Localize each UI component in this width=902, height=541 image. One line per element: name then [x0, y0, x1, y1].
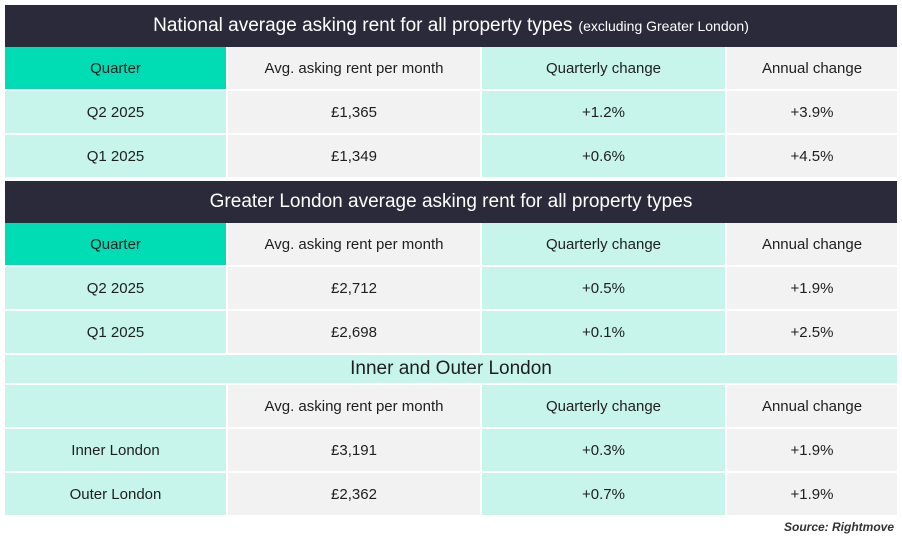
- cell-quarterly-change: +0.3%: [482, 429, 727, 473]
- header-area: [5, 385, 228, 429]
- national-title-suffix: (excluding Greater London): [578, 18, 749, 34]
- cell-area: Inner London: [5, 429, 228, 473]
- cell-annual-change: +3.9%: [727, 91, 897, 135]
- table-row: Outer London £2,362 +0.7% +1.9%: [5, 473, 897, 517]
- cell-avg-rent: £3,191: [228, 429, 482, 473]
- header-quarterly-change: Quarterly change: [482, 223, 727, 267]
- table-row: Inner London £3,191 +0.3% +1.9%: [5, 429, 897, 473]
- table-row: Q2 2025 £2,712 +0.5% +1.9%: [5, 267, 897, 311]
- header-quarter: Quarter: [5, 47, 228, 91]
- cell-quarterly-change: +0.5%: [482, 267, 727, 311]
- cell-quarter: Q2 2025: [5, 267, 228, 311]
- header-annual-change: Annual change: [727, 47, 897, 91]
- cell-quarterly-change: +0.7%: [482, 473, 727, 517]
- london-header-row: Quarter Avg. asking rent per month Quart…: [5, 223, 897, 267]
- table-row: Q2 2025 £1,365 +1.2% +3.9%: [5, 91, 897, 135]
- london-title-text: Greater London average asking rent for a…: [209, 191, 693, 212]
- header-avg-rent: Avg. asking rent per month: [228, 223, 482, 267]
- cell-annual-change: +4.5%: [727, 135, 897, 179]
- cell-quarterly-change: +1.2%: [482, 91, 727, 135]
- rent-tables: National average asking rent for all pro…: [5, 5, 897, 517]
- inner-outer-title: Inner and Outer London: [5, 355, 897, 385]
- inner-outer-header-row: Avg. asking rent per month Quarterly cha…: [5, 385, 897, 429]
- cell-annual-change: +1.9%: [727, 473, 897, 517]
- header-avg-rent: Avg. asking rent per month: [228, 47, 482, 91]
- header-quarterly-change: Quarterly change: [482, 385, 727, 429]
- header-quarterly-change: Quarterly change: [482, 47, 727, 91]
- national-title-text: National average asking rent for all pro…: [153, 15, 573, 36]
- cell-quarterly-change: +0.1%: [482, 311, 727, 355]
- header-avg-rent: Avg. asking rent per month: [228, 385, 482, 429]
- cell-quarterly-change: +0.6%: [482, 135, 727, 179]
- cell-quarter: Q1 2025: [5, 135, 228, 179]
- cell-avg-rent: £1,365: [228, 91, 482, 135]
- cell-quarter: Q1 2025: [5, 311, 228, 355]
- cell-avg-rent: £2,362: [228, 473, 482, 517]
- cell-annual-change: +1.9%: [727, 429, 897, 473]
- cell-avg-rent: £2,698: [228, 311, 482, 355]
- header-annual-change: Annual change: [727, 385, 897, 429]
- cell-avg-rent: £2,712: [228, 267, 482, 311]
- table-row: Q1 2025 £1,349 +0.6% +4.5%: [5, 135, 897, 179]
- cell-annual-change: +1.9%: [727, 267, 897, 311]
- table-row: Q1 2025 £2,698 +0.1% +2.5%: [5, 311, 897, 355]
- national-header-row: Quarter Avg. asking rent per month Quart…: [5, 47, 897, 91]
- header-annual-change: Annual change: [727, 223, 897, 267]
- header-quarter: Quarter: [5, 223, 228, 267]
- cell-quarter: Q2 2025: [5, 91, 228, 135]
- london-table-title: Greater London average asking rent for a…: [5, 181, 897, 223]
- source-note: Source: Rightmove: [783, 520, 894, 534]
- cell-area: Outer London: [5, 473, 228, 517]
- cell-annual-change: +2.5%: [727, 311, 897, 355]
- national-table-title: National average asking rent for all pro…: [5, 5, 897, 47]
- cell-avg-rent: £1,349: [228, 135, 482, 179]
